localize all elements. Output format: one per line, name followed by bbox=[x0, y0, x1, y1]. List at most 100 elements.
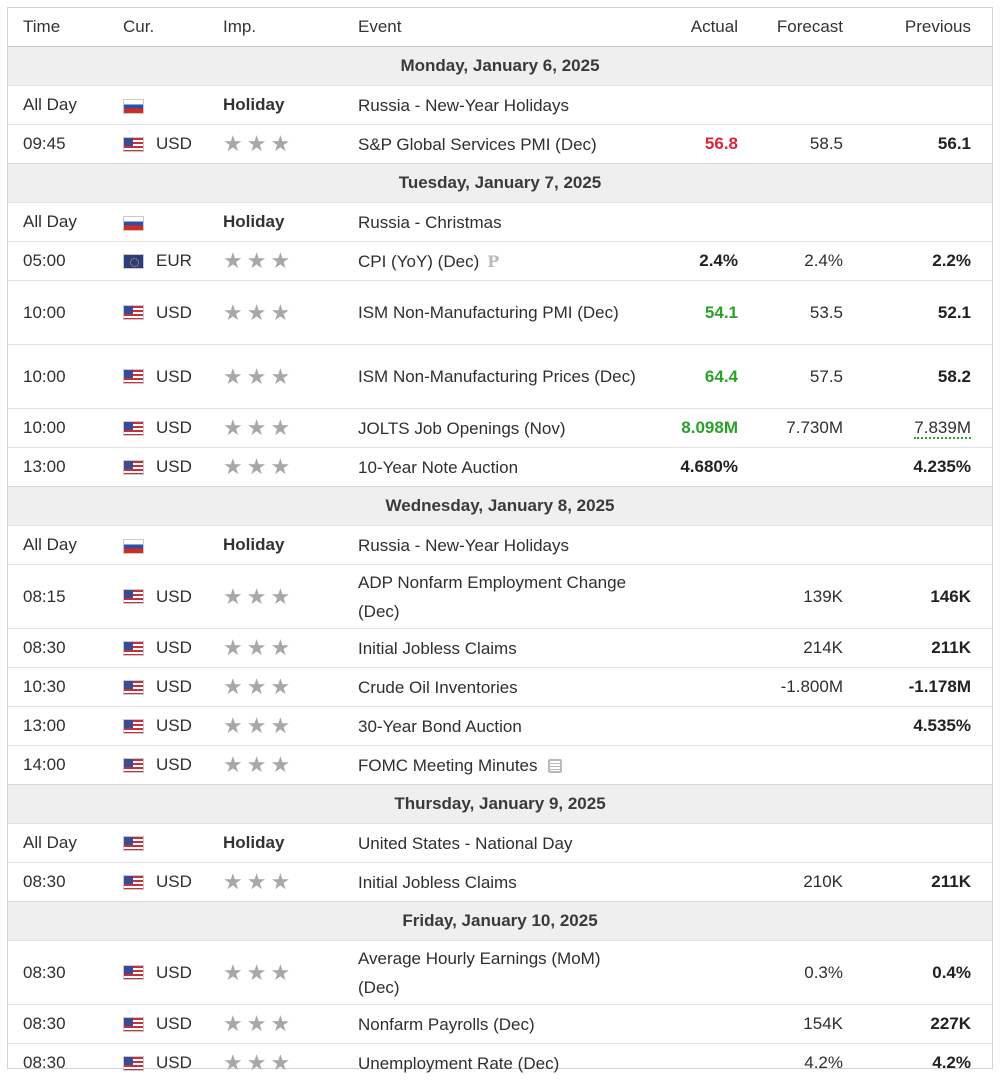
currency-wrap bbox=[123, 213, 223, 231]
event-name[interactable]: ISM Non-Manufacturing Prices (Dec) bbox=[358, 362, 636, 391]
event-name-cell: S&P Global Services PMI (Dec) bbox=[358, 125, 638, 164]
flag-us-icon bbox=[123, 1017, 144, 1032]
event-currency-cell: USD bbox=[123, 1044, 223, 1082]
importance-stars-icon: ★★★ bbox=[223, 713, 294, 738]
event-forecast: 210K bbox=[738, 863, 843, 902]
event-name[interactable]: 10-Year Note Auction bbox=[358, 453, 518, 482]
col-header-actual[interactable]: Actual bbox=[638, 8, 738, 47]
event-currency: USD bbox=[156, 1053, 192, 1073]
event-importance-cell: ★★★ bbox=[223, 863, 358, 902]
flag-us-icon bbox=[123, 137, 144, 152]
event-previous: 7.839M bbox=[843, 409, 971, 448]
event-name-cell: Russia - New-Year Holidays bbox=[358, 86, 638, 125]
event-name[interactable]: CPI (YoY) (Dec) bbox=[358, 247, 479, 276]
event-name-cell: ISM Non-Manufacturing PMI (Dec) bbox=[358, 281, 638, 345]
event-name[interactable]: Initial Jobless Claims bbox=[358, 634, 517, 663]
event-name[interactable]: FOMC Meeting Minutes bbox=[358, 751, 538, 780]
event-previous: 56.1 bbox=[843, 125, 971, 164]
flag-us-icon bbox=[123, 965, 144, 980]
currency-wrap: USD bbox=[123, 457, 223, 477]
event-name-cell: JOLTS Job Openings (Nov) bbox=[358, 409, 638, 448]
preliminary-icon[interactable]: P bbox=[487, 252, 499, 271]
col-header-event[interactable]: Event bbox=[358, 8, 638, 47]
event-time: All Day bbox=[8, 86, 123, 125]
previous-revised-value[interactable]: 7.839M bbox=[914, 418, 971, 439]
row-spacer bbox=[971, 203, 992, 242]
event-forecast: 7.730M bbox=[738, 409, 843, 448]
event-name-cell: United States - National Day bbox=[358, 824, 638, 863]
event-name[interactable]: S&P Global Services PMI (Dec) bbox=[358, 130, 597, 159]
event-importance-cell: ★★★ bbox=[223, 1044, 358, 1082]
event-forecast: 214K bbox=[738, 629, 843, 668]
importance-stars-icon: ★★★ bbox=[223, 584, 294, 609]
row-spacer bbox=[971, 863, 992, 902]
event-currency-cell: USD bbox=[123, 746, 223, 785]
flag-us-icon bbox=[123, 719, 144, 734]
event-currency: USD bbox=[156, 134, 192, 154]
event-name[interactable]: Average Hourly Earnings (MoM) (Dec) bbox=[358, 944, 638, 1002]
event-name[interactable]: United States - National Day bbox=[358, 829, 573, 858]
event-name[interactable]: Nonfarm Payrolls (Dec) bbox=[358, 1010, 535, 1039]
col-header-time[interactable]: Time bbox=[8, 8, 123, 47]
event-name[interactable]: Russia - Christmas bbox=[358, 208, 502, 237]
event-actual bbox=[638, 941, 738, 1005]
event-name[interactable]: Unemployment Rate (Dec) bbox=[358, 1049, 559, 1078]
event-importance-cell: ★★★ bbox=[223, 448, 358, 487]
col-header-currency[interactable]: Cur. bbox=[123, 8, 223, 47]
importance-stars-icon: ★★★ bbox=[223, 752, 294, 777]
day-header-row: Tuesday, January 7, 2025 bbox=[8, 164, 992, 203]
day-header: Thursday, January 9, 2025 bbox=[8, 785, 992, 824]
event-importance-cell: Holiday bbox=[223, 824, 358, 863]
previous-value: 4.235% bbox=[913, 457, 971, 476]
row-spacer bbox=[971, 281, 992, 345]
event-name[interactable]: ADP Nonfarm Employment Change (Dec) bbox=[358, 568, 638, 626]
event-name[interactable]: Russia - New-Year Holidays bbox=[358, 531, 569, 560]
row-spacer bbox=[971, 746, 992, 785]
event-name[interactable]: 30-Year Bond Auction bbox=[358, 712, 522, 741]
col-header-previous[interactable]: Previous bbox=[843, 8, 971, 47]
row-spacer bbox=[971, 565, 992, 629]
row-spacer bbox=[971, 668, 992, 707]
col-header-importance[interactable]: Imp. bbox=[223, 8, 358, 47]
event-name[interactable]: ISM Non-Manufacturing PMI (Dec) bbox=[358, 298, 619, 327]
col-header-forecast[interactable]: Forecast bbox=[738, 8, 843, 47]
row-spacer bbox=[971, 629, 992, 668]
event-currency: USD bbox=[156, 367, 192, 387]
event-name[interactable]: Initial Jobless Claims bbox=[358, 868, 517, 897]
event-currency-cell: USD bbox=[123, 668, 223, 707]
event-name[interactable]: Russia - New-Year Holidays bbox=[358, 91, 569, 120]
event-name[interactable]: Crude Oil Inventories bbox=[358, 673, 518, 702]
event-name[interactable]: JOLTS Job Openings (Nov) bbox=[358, 414, 566, 443]
event-currency-cell: USD bbox=[123, 1005, 223, 1044]
event-forecast: 0.3% bbox=[738, 941, 843, 1005]
event-actual: 2.4% bbox=[638, 242, 738, 281]
calendar-table: Time Cur. Imp. Event Actual Forecast Pre… bbox=[8, 8, 992, 1082]
event-actual bbox=[638, 526, 738, 565]
event-name-cell: CPI (YoY) (Dec) P bbox=[358, 242, 638, 281]
document-icon[interactable] bbox=[548, 759, 562, 773]
event-currency-cell: USD bbox=[123, 565, 223, 629]
importance-stars-icon: ★★★ bbox=[223, 415, 294, 440]
event-time: 14:00 bbox=[8, 746, 123, 785]
flag-us-icon bbox=[123, 460, 144, 475]
currency-wrap: USD bbox=[123, 872, 223, 892]
